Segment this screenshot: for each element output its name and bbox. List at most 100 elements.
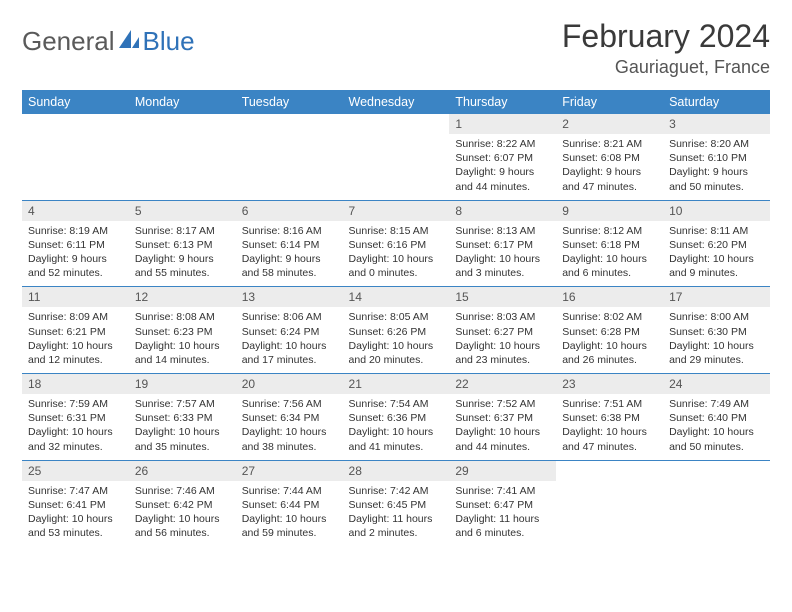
- day-number: 23: [556, 374, 663, 394]
- day-number: 4: [22, 201, 129, 221]
- daylight-line: Daylight: 9 hours and 50 minutes.: [669, 165, 764, 193]
- sunrise-line: Sunrise: 8:00 AM: [669, 310, 764, 324]
- day-cell: Sunrise: 8:03 AMSunset: 6:27 PMDaylight:…: [449, 307, 556, 373]
- sunset-line: Sunset: 6:24 PM: [242, 325, 337, 339]
- sunrise-line: Sunrise: 8:03 AM: [455, 310, 550, 324]
- daylight-line: Daylight: 10 hours and 35 minutes.: [135, 425, 230, 453]
- day-cell: Sunrise: 8:12 AMSunset: 6:18 PMDaylight:…: [556, 221, 663, 287]
- calendar-body: 123Sunrise: 8:22 AMSunset: 6:07 PMDaylig…: [22, 114, 770, 546]
- day-cell: Sunrise: 7:46 AMSunset: 6:42 PMDaylight:…: [129, 481, 236, 547]
- sunset-line: Sunset: 6:41 PM: [28, 498, 123, 512]
- weekday-header: Saturday: [663, 90, 770, 114]
- daylight-line: Daylight: 10 hours and 56 minutes.: [135, 512, 230, 540]
- day-cell: Sunrise: 7:49 AMSunset: 6:40 PMDaylight:…: [663, 394, 770, 460]
- sunset-line: Sunset: 6:21 PM: [28, 325, 123, 339]
- daylight-line: Daylight: 10 hours and 47 minutes.: [562, 425, 657, 453]
- sunset-line: Sunset: 6:45 PM: [349, 498, 444, 512]
- day-number: 9: [556, 201, 663, 221]
- day-cell: [663, 481, 770, 490]
- sunrise-line: Sunrise: 8:11 AM: [669, 224, 764, 238]
- sunrise-line: Sunrise: 8:15 AM: [349, 224, 444, 238]
- daylight-line: Daylight: 9 hours and 55 minutes.: [135, 252, 230, 280]
- day-cell: [343, 134, 450, 143]
- sunrise-line: Sunrise: 8:20 AM: [669, 137, 764, 151]
- day-cell: Sunrise: 7:44 AMSunset: 6:44 PMDaylight:…: [236, 481, 343, 547]
- sunrise-line: Sunrise: 7:44 AM: [242, 484, 337, 498]
- month-title: February 2024: [562, 18, 770, 55]
- day-number: 12: [129, 287, 236, 307]
- day-number: 2: [556, 114, 663, 134]
- sunset-line: Sunset: 6:28 PM: [562, 325, 657, 339]
- day-cell: Sunrise: 8:08 AMSunset: 6:23 PMDaylight:…: [129, 307, 236, 373]
- day-cell: Sunrise: 7:41 AMSunset: 6:47 PMDaylight:…: [449, 481, 556, 547]
- sunrise-line: Sunrise: 8:16 AM: [242, 224, 337, 238]
- day-cell: Sunrise: 7:52 AMSunset: 6:37 PMDaylight:…: [449, 394, 556, 460]
- daylight-line: Daylight: 10 hours and 12 minutes.: [28, 339, 123, 367]
- day-number: 19: [129, 374, 236, 394]
- sunset-line: Sunset: 6:18 PM: [562, 238, 657, 252]
- sunrise-line: Sunrise: 8:22 AM: [455, 137, 550, 151]
- weekday-header: Sunday: [22, 90, 129, 114]
- sunset-line: Sunset: 6:34 PM: [242, 411, 337, 425]
- day-cell: Sunrise: 8:19 AMSunset: 6:11 PMDaylight:…: [22, 221, 129, 287]
- day-cell: [129, 134, 236, 143]
- daylight-line: Daylight: 10 hours and 41 minutes.: [349, 425, 444, 453]
- sunset-line: Sunset: 6:23 PM: [135, 325, 230, 339]
- day-cell: Sunrise: 7:42 AMSunset: 6:45 PMDaylight:…: [343, 481, 450, 547]
- day-number: [236, 114, 343, 134]
- sunrise-line: Sunrise: 7:52 AM: [455, 397, 550, 411]
- day-number: [22, 114, 129, 134]
- daylight-line: Daylight: 10 hours and 26 minutes.: [562, 339, 657, 367]
- daylight-line: Daylight: 10 hours and 29 minutes.: [669, 339, 764, 367]
- day-number: [129, 114, 236, 134]
- day-number: 16: [556, 287, 663, 307]
- day-number: 17: [663, 287, 770, 307]
- weekday-header: Wednesday: [343, 90, 450, 114]
- calendar-head: SundayMondayTuesdayWednesdayThursdayFrid…: [22, 90, 770, 114]
- day-number: 10: [663, 201, 770, 221]
- sunrise-line: Sunrise: 8:19 AM: [28, 224, 123, 238]
- calendar-table: SundayMondayTuesdayWednesdayThursdayFrid…: [22, 90, 770, 546]
- daylight-line: Daylight: 10 hours and 59 minutes.: [242, 512, 337, 540]
- sunset-line: Sunset: 6:33 PM: [135, 411, 230, 425]
- sunset-line: Sunset: 6:47 PM: [455, 498, 550, 512]
- sunset-line: Sunset: 6:10 PM: [669, 151, 764, 165]
- day-cell: Sunrise: 7:51 AMSunset: 6:38 PMDaylight:…: [556, 394, 663, 460]
- weekday-header: Tuesday: [236, 90, 343, 114]
- daylight-line: Daylight: 10 hours and 38 minutes.: [242, 425, 337, 453]
- daylight-line: Daylight: 10 hours and 17 minutes.: [242, 339, 337, 367]
- sunrise-line: Sunrise: 7:46 AM: [135, 484, 230, 498]
- sunset-line: Sunset: 6:17 PM: [455, 238, 550, 252]
- sunrise-line: Sunrise: 7:51 AM: [562, 397, 657, 411]
- sunrise-line: Sunrise: 7:57 AM: [135, 397, 230, 411]
- sunrise-line: Sunrise: 7:56 AM: [242, 397, 337, 411]
- brand-sail-icon: [117, 28, 141, 55]
- day-number: 14: [343, 287, 450, 307]
- day-number: 20: [236, 374, 343, 394]
- sunset-line: Sunset: 6:07 PM: [455, 151, 550, 165]
- day-cell: Sunrise: 8:20 AMSunset: 6:10 PMDaylight:…: [663, 134, 770, 200]
- daylight-line: Daylight: 11 hours and 2 minutes.: [349, 512, 444, 540]
- daylight-line: Daylight: 10 hours and 44 minutes.: [455, 425, 550, 453]
- daylight-line: Daylight: 9 hours and 44 minutes.: [455, 165, 550, 193]
- day-number: [556, 461, 663, 481]
- daylight-line: Daylight: 10 hours and 50 minutes.: [669, 425, 764, 453]
- sunset-line: Sunset: 6:16 PM: [349, 238, 444, 252]
- day-cell: Sunrise: 7:47 AMSunset: 6:41 PMDaylight:…: [22, 481, 129, 547]
- day-cell: [556, 481, 663, 490]
- sunset-line: Sunset: 6:36 PM: [349, 411, 444, 425]
- sunrise-line: Sunrise: 7:59 AM: [28, 397, 123, 411]
- day-cell: Sunrise: 8:13 AMSunset: 6:17 PMDaylight:…: [449, 221, 556, 287]
- sunset-line: Sunset: 6:40 PM: [669, 411, 764, 425]
- day-number: 1: [449, 114, 556, 134]
- page-header: General Blue February 2024 Gauriaguet, F…: [22, 18, 770, 78]
- sunrise-line: Sunrise: 7:54 AM: [349, 397, 444, 411]
- sunset-line: Sunset: 6:30 PM: [669, 325, 764, 339]
- day-number: 13: [236, 287, 343, 307]
- sunset-line: Sunset: 6:08 PM: [562, 151, 657, 165]
- brand-word-1: General: [22, 26, 115, 57]
- day-number: 29: [449, 461, 556, 481]
- sunrise-line: Sunrise: 8:06 AM: [242, 310, 337, 324]
- weekday-header: Thursday: [449, 90, 556, 114]
- sunset-line: Sunset: 6:27 PM: [455, 325, 550, 339]
